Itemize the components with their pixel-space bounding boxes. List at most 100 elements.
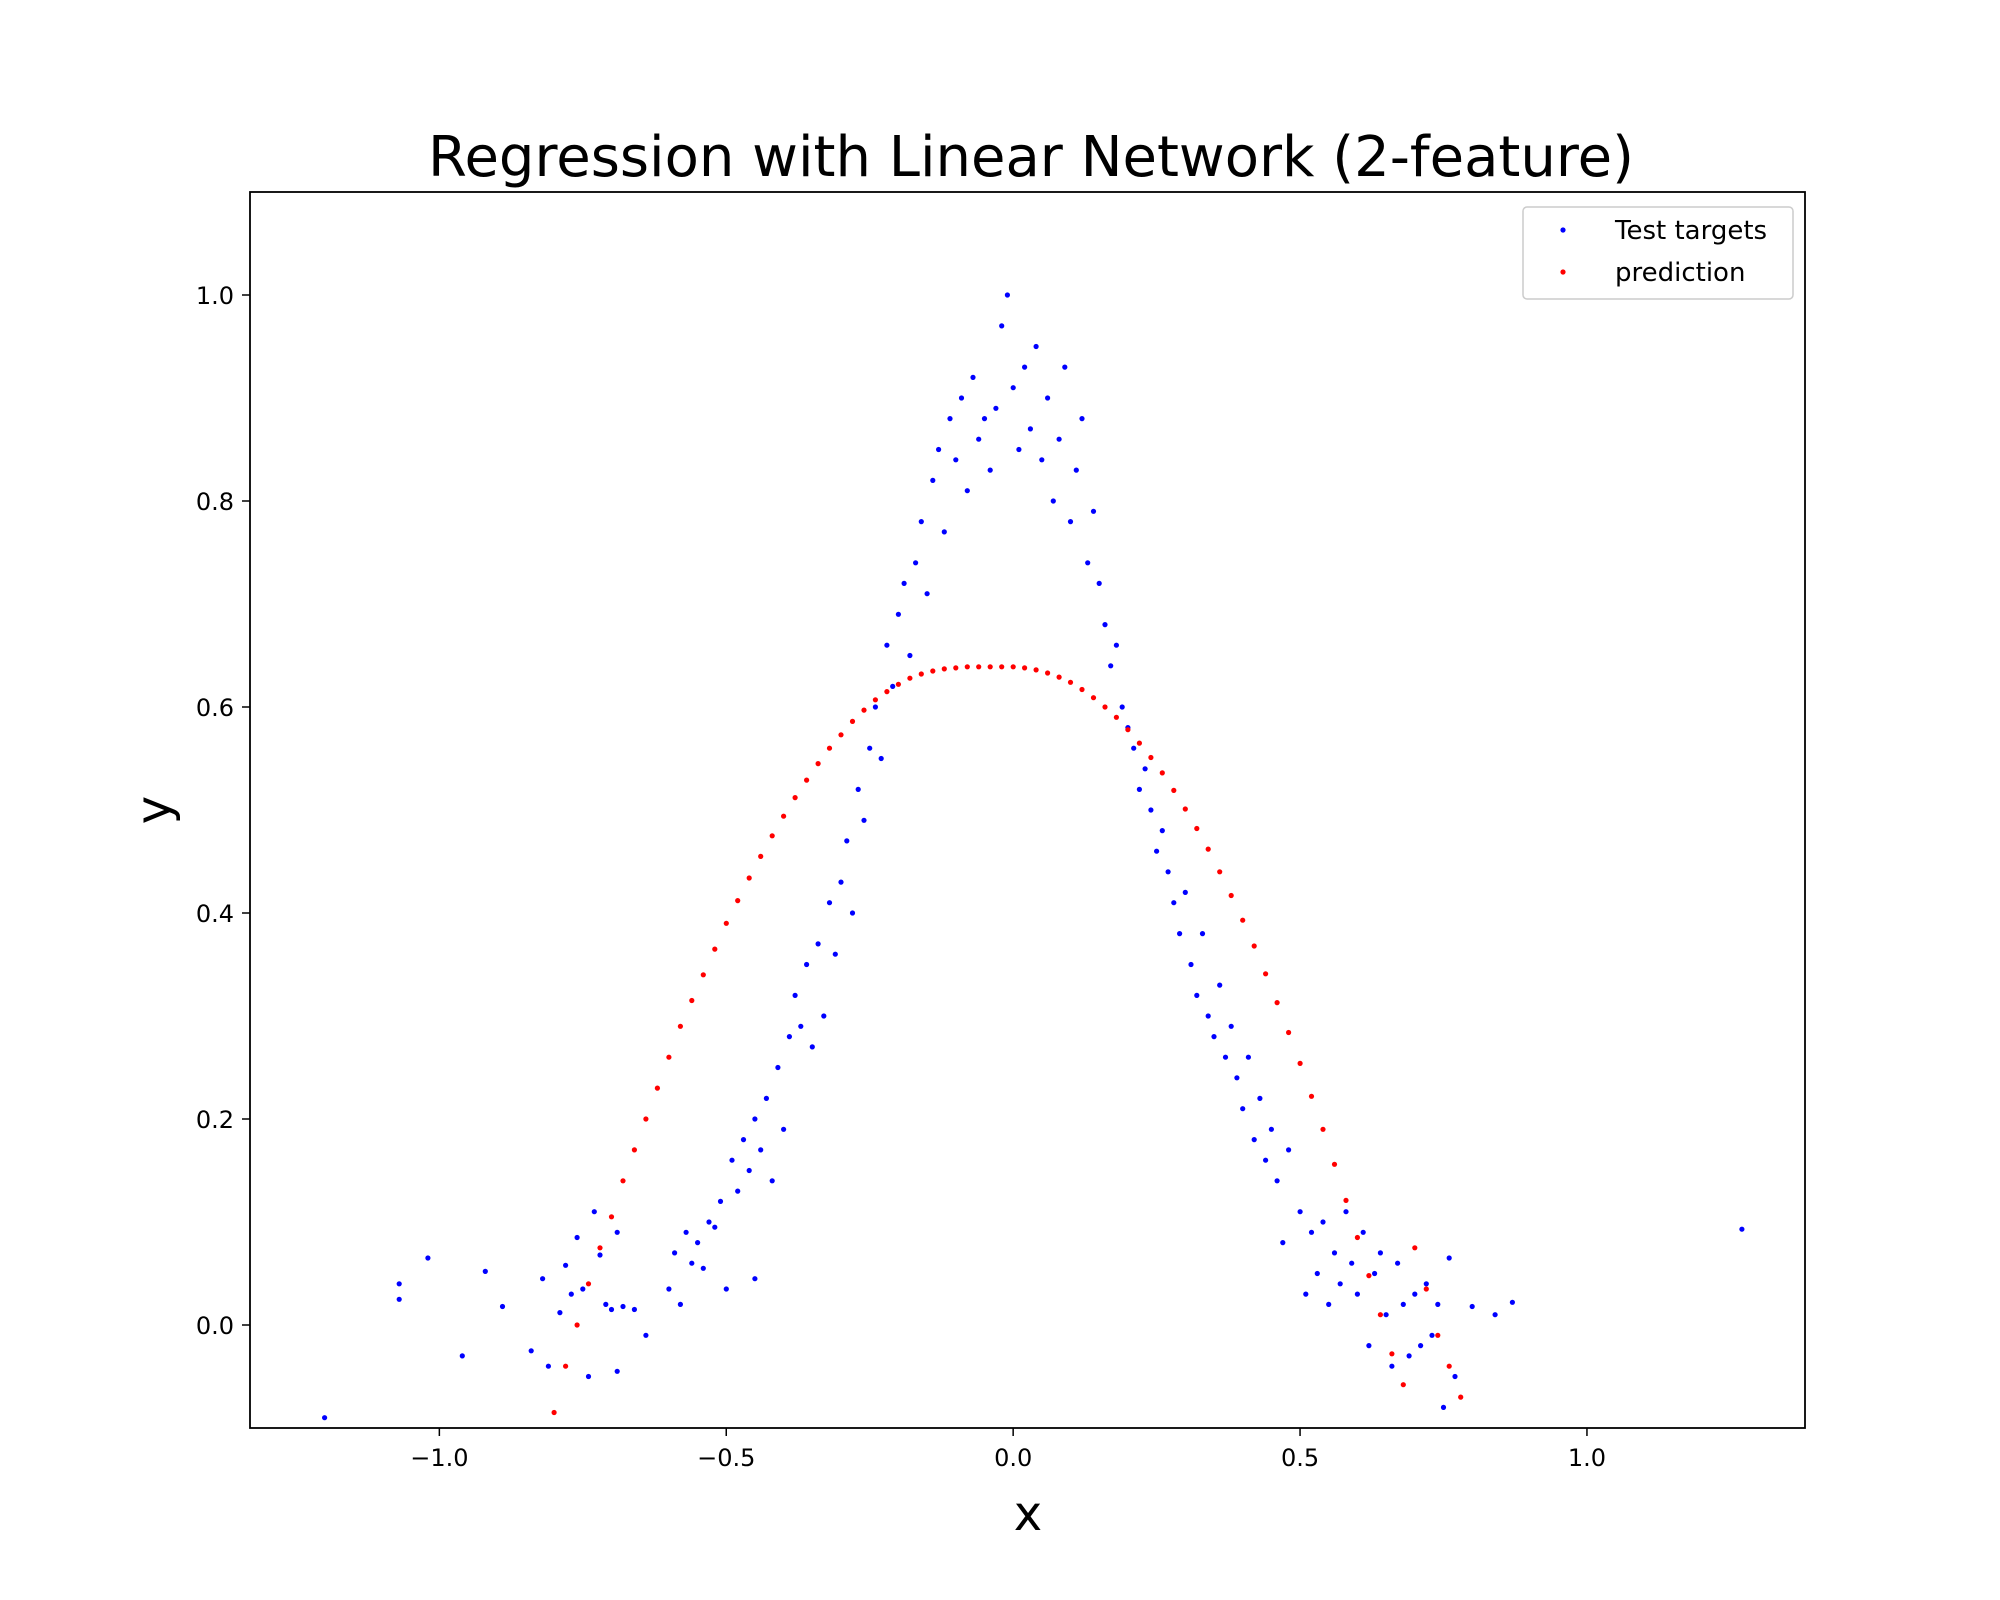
prediction-point (804, 777, 810, 783)
test-targets-point (1171, 900, 1177, 906)
prediction-point (1228, 892, 1234, 899)
prediction-point (1240, 917, 1246, 923)
test-targets-point (1739, 1226, 1745, 1232)
test-targets-point (1440, 1404, 1447, 1410)
test-targets-point (1349, 1260, 1355, 1266)
test-targets-point (913, 560, 919, 566)
test-targets-point (1245, 1054, 1251, 1060)
test-targets-point (752, 1116, 758, 1122)
prediction-point (1308, 1093, 1315, 1099)
test-targets-point (907, 652, 913, 659)
test-targets-point (1159, 828, 1165, 834)
prediction-point (1412, 1245, 1418, 1251)
test-targets-point (1142, 766, 1148, 772)
test-targets-point (735, 1188, 741, 1194)
test-targets-point (1360, 1229, 1366, 1235)
prediction-point (608, 1214, 615, 1220)
test-targets-point (1234, 1075, 1240, 1081)
test-targets-point (425, 1255, 431, 1261)
test-targets-point (1274, 1178, 1280, 1184)
test-targets-point (1429, 1332, 1435, 1338)
test-targets-point (993, 405, 999, 411)
test-targets-point (1010, 385, 1016, 391)
prediction-point (1446, 1363, 1452, 1369)
y-tick-label: 0.0 (196, 1312, 234, 1340)
test-targets-point (603, 1301, 609, 1307)
prediction-point (976, 664, 982, 670)
x-tick-label: 1.0 (1568, 1444, 1606, 1472)
prediction-point (1343, 1197, 1349, 1203)
test-targets-point (717, 1198, 724, 1204)
prediction-point (1297, 1060, 1303, 1066)
test-targets-point (1108, 663, 1114, 669)
test-targets-point (844, 838, 850, 844)
prediction-point (723, 920, 729, 926)
y-axis-label: y (126, 796, 182, 824)
test-targets-point (1194, 992, 1200, 999)
test-targets-point (1199, 931, 1206, 937)
test-targets-point (901, 580, 907, 587)
test-targets-point (689, 1260, 695, 1266)
prediction-point (999, 664, 1005, 670)
test-targets-point (855, 786, 861, 793)
test-targets-point (815, 941, 821, 947)
prediction-point (597, 1245, 603, 1251)
test-targets-point (958, 395, 965, 401)
test-targets-point (499, 1303, 506, 1310)
test-targets-point (322, 1415, 328, 1421)
prediction-point (758, 853, 764, 860)
test-targets-point (643, 1332, 649, 1338)
test-targets-point (1045, 395, 1051, 401)
test-targets-point (1016, 446, 1022, 453)
prediction-point (585, 1281, 592, 1287)
prediction-point (849, 718, 856, 725)
prediction-point (1194, 825, 1200, 832)
test-targets-point (1389, 1363, 1395, 1369)
prediction-point (1458, 1394, 1464, 1400)
prediction-point (1113, 714, 1119, 720)
test-targets-point (861, 817, 867, 823)
test-targets-point (396, 1281, 402, 1287)
test-targets-point (763, 1095, 770, 1101)
test-targets-point (1251, 1137, 1257, 1143)
prediction-point (1423, 1286, 1429, 1292)
test-targets-point (1119, 704, 1125, 710)
test-targets-point (1257, 1095, 1263, 1101)
plot-marks (322, 292, 1745, 1421)
prediction-point (1125, 727, 1131, 733)
test-targets-point (987, 467, 993, 473)
prediction-point (1286, 1029, 1292, 1036)
prediction-point (746, 875, 752, 881)
plot-area-frame (249, 191, 1806, 1429)
test-targets-point (712, 1224, 718, 1230)
test-targets-point (1326, 1301, 1332, 1307)
test-targets-point (1004, 292, 1011, 298)
test-targets-point (1354, 1291, 1360, 1297)
test-targets-point (1222, 1054, 1229, 1060)
test-targets-point (1131, 745, 1137, 751)
prediction-point (1102, 704, 1108, 710)
test-targets-point (838, 879, 844, 885)
test-targets-point (930, 477, 936, 483)
test-targets-point (924, 591, 930, 597)
test-targets-point (1033, 343, 1039, 350)
prediction-point (1010, 664, 1016, 670)
test-targets-point (482, 1268, 488, 1274)
test-targets-point (947, 416, 953, 422)
test-targets-point (981, 416, 988, 422)
test-targets-point (1113, 642, 1119, 648)
prediction-point (1354, 1234, 1360, 1241)
test-targets-point (723, 1286, 729, 1292)
test-targets-point (792, 992, 798, 999)
x-axis: −1.0 −0.5 0.0 0.5 1.0 (410, 1428, 1606, 1472)
prediction-point (884, 689, 890, 695)
test-targets-point (849, 910, 856, 916)
prediction-point (631, 1147, 638, 1153)
legend-label-prediction: prediction (1615, 258, 1745, 288)
test-targets-point (1308, 1229, 1315, 1235)
test-targets-point (1056, 436, 1062, 442)
prediction-point (1033, 667, 1039, 673)
test-targets-point (1268, 1126, 1274, 1132)
test-targets-point (1177, 931, 1183, 937)
